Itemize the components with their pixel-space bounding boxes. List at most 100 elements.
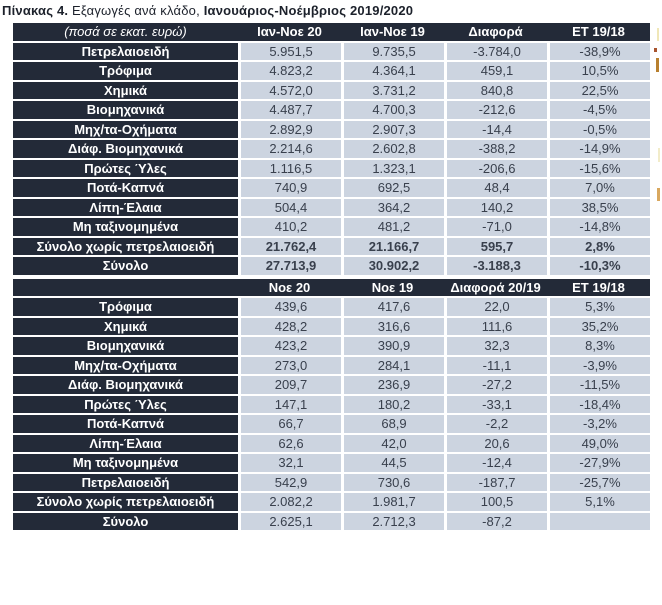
- row-label-cell: Πρώτες Ύλες: [13, 159, 238, 179]
- row-label-cell: Σύνολο: [13, 512, 238, 532]
- row-label-cell: Πετρελαιοειδή: [13, 473, 238, 493]
- margin-artifact: [656, 58, 659, 72]
- value-cell: 410,2: [238, 218, 341, 238]
- row-label-cell: Λίπη-Έλαια: [13, 198, 238, 218]
- value-cell: 209,7: [238, 376, 341, 396]
- value-cell: -27,2: [444, 376, 547, 396]
- value-cell: 692,5: [341, 179, 444, 199]
- value-cell: 27.713,9: [238, 257, 341, 277]
- table-header-row: (ποσά σε εκατ. ευρώ) Ιαν-Νοε 20 Ιαν-Νοε …: [13, 23, 650, 43]
- value-cell: 9.735,5: [341, 42, 444, 62]
- table-row: Διάφ. Βιομηχανικά 2.214,6 2.602,8 -388,2 -14…: [13, 140, 650, 160]
- value-cell: 1.323,1: [341, 159, 444, 179]
- value-cell: 10,5%: [547, 62, 650, 82]
- value-cell: 1.116,5: [238, 159, 341, 179]
- value-cell: 180,2: [341, 395, 444, 415]
- value-cell: -3,9%: [547, 356, 650, 376]
- value-cell: -187,7: [444, 473, 547, 493]
- row-label-cell: Πετρελαιοειδή: [13, 42, 238, 62]
- table-row: Λίπη-Έλαια 62,6 42,0 20,6 49,0%: [13, 434, 650, 454]
- value-cell: -212,6: [444, 101, 547, 121]
- row-label-cell: Μηχ/τα-Οχήματα: [13, 120, 238, 140]
- value-cell: 5.951,5: [238, 42, 341, 62]
- value-cell: -11,1: [444, 356, 547, 376]
- value-cell: 1.981,7: [341, 493, 444, 513]
- margin-artifact: [654, 48, 657, 52]
- value-cell: 140,2: [444, 198, 547, 218]
- value-cell: 417,6: [341, 298, 444, 318]
- value-cell: -388,2: [444, 140, 547, 160]
- column-header-nov-19: Νοε 19: [341, 278, 444, 298]
- row-label-cell: Μη ταξινομημένα: [13, 218, 238, 238]
- tables-container: (ποσά σε εκατ. ευρώ) Ιαν-Νοε 20 Ιαν-Νοε …: [13, 23, 650, 532]
- value-cell: -14,8%: [547, 218, 650, 238]
- value-cell: [547, 512, 650, 532]
- value-cell: -206,6: [444, 159, 547, 179]
- value-cell: 423,2: [238, 337, 341, 357]
- value-cell: 2.602,8: [341, 140, 444, 160]
- value-cell: 428,2: [238, 317, 341, 337]
- table-row: Μη ταξινομημένα 32,1 44,5 -12,4 -27,9%: [13, 454, 650, 474]
- value-cell: 504,4: [238, 198, 341, 218]
- table-row: Μηχ/τα-Οχήματα 273,0 284,1 -11,1 -3,9%: [13, 356, 650, 376]
- table-title-period: Ιανουάριος-Νοέμβριος 2019/2020: [203, 3, 414, 18]
- row-label-cell: Τρόφιμα: [13, 298, 238, 318]
- empty-header: [13, 278, 238, 298]
- value-cell: 4.572,0: [238, 81, 341, 101]
- value-cell: 316,6: [341, 317, 444, 337]
- value-cell: -3.784,0: [444, 42, 547, 62]
- value-cell: 100,5: [444, 493, 547, 513]
- value-cell: 2.907,3: [341, 120, 444, 140]
- exports-table-november: Νοε 20 Νοε 19 Διαφορά 20/19 ΕΤ 19/18 Τρό…: [13, 278, 650, 532]
- value-cell: 481,2: [341, 218, 444, 238]
- value-cell: 38,5%: [547, 198, 650, 218]
- table-header-row: Νοε 20 Νοε 19 Διαφορά 20/19 ΕΤ 19/18: [13, 278, 650, 298]
- value-cell: 7,0%: [547, 179, 650, 199]
- value-cell: 32,3: [444, 337, 547, 357]
- table-row: Βιομηχανικά 423,2 390,9 32,3 8,3%: [13, 337, 650, 357]
- column-header-difference: Διαφορά: [444, 23, 547, 43]
- value-cell: 5,1%: [547, 493, 650, 513]
- column-header-et-19-18: ΕΤ 19/18: [547, 278, 650, 298]
- value-cell: -3.188,3: [444, 257, 547, 277]
- value-cell: 44,5: [341, 454, 444, 474]
- value-cell: 48,4: [444, 179, 547, 199]
- value-cell: 62,6: [238, 434, 341, 454]
- value-cell: 439,6: [238, 298, 341, 318]
- value-cell: -14,9%: [547, 140, 650, 160]
- column-header-jan-nov-19: Ιαν-Νοε 19: [341, 23, 444, 43]
- value-cell: 2.082,2: [238, 493, 341, 513]
- value-cell: -12,4: [444, 454, 547, 474]
- value-cell: 68,9: [341, 415, 444, 435]
- value-cell: -71,0: [444, 218, 547, 238]
- table-row: Πετρελαιοειδή 542,9 730,6 -187,7 -25,7%: [13, 473, 650, 493]
- units-header: (ποσά σε εκατ. ευρώ): [13, 23, 238, 43]
- value-cell: 2.712,3: [341, 512, 444, 532]
- value-cell: 390,9: [341, 337, 444, 357]
- table-row: Λίπη-Έλαια 504,4 364,2 140,2 38,5%: [13, 198, 650, 218]
- value-cell: -10,3%: [547, 257, 650, 277]
- value-cell: 542,9: [238, 473, 341, 493]
- value-cell: -11,5%: [547, 376, 650, 396]
- row-label-cell: Χημικά: [13, 81, 238, 101]
- value-cell: 2,8%: [547, 237, 650, 257]
- table-row: Τρόφιμα 4.823,2 4.364,1 459,1 10,5%: [13, 62, 650, 82]
- row-label-cell: Πρώτες Ύλες: [13, 395, 238, 415]
- row-label-cell: Διάφ. Βιομηχανικά: [13, 376, 238, 396]
- value-cell: 21.762,4: [238, 237, 341, 257]
- value-cell: -15,6%: [547, 159, 650, 179]
- row-label-cell: Ποτά-Καπνά: [13, 179, 238, 199]
- value-cell: -18,4%: [547, 395, 650, 415]
- value-cell: 30.902,2: [341, 257, 444, 277]
- value-cell: -27,9%: [547, 454, 650, 474]
- table-title: Πίνακας 4. Εξαγωγές ανά κλάδο, Ιανουάριο…: [2, 3, 413, 18]
- column-header-nov-20: Νοε 20: [238, 278, 341, 298]
- value-cell: 4.364,1: [341, 62, 444, 82]
- table-row: Μη ταξινομημένα 410,2 481,2 -71,0 -14,8%: [13, 218, 650, 238]
- row-label-cell: Σύνολο χωρίς πετρελαιοειδή: [13, 237, 238, 257]
- row-label-cell: Μηχ/τα-Οχήματα: [13, 356, 238, 376]
- table-title-text: Εξαγωγές ανά κλάδο,: [68, 3, 204, 18]
- table-row: Πρώτες Ύλες 1.116,5 1.323,1 -206,6 -15,6%: [13, 159, 650, 179]
- table-row: Σύνολο 27.713,9 30.902,2 -3.188,3 -10,3%: [13, 257, 650, 277]
